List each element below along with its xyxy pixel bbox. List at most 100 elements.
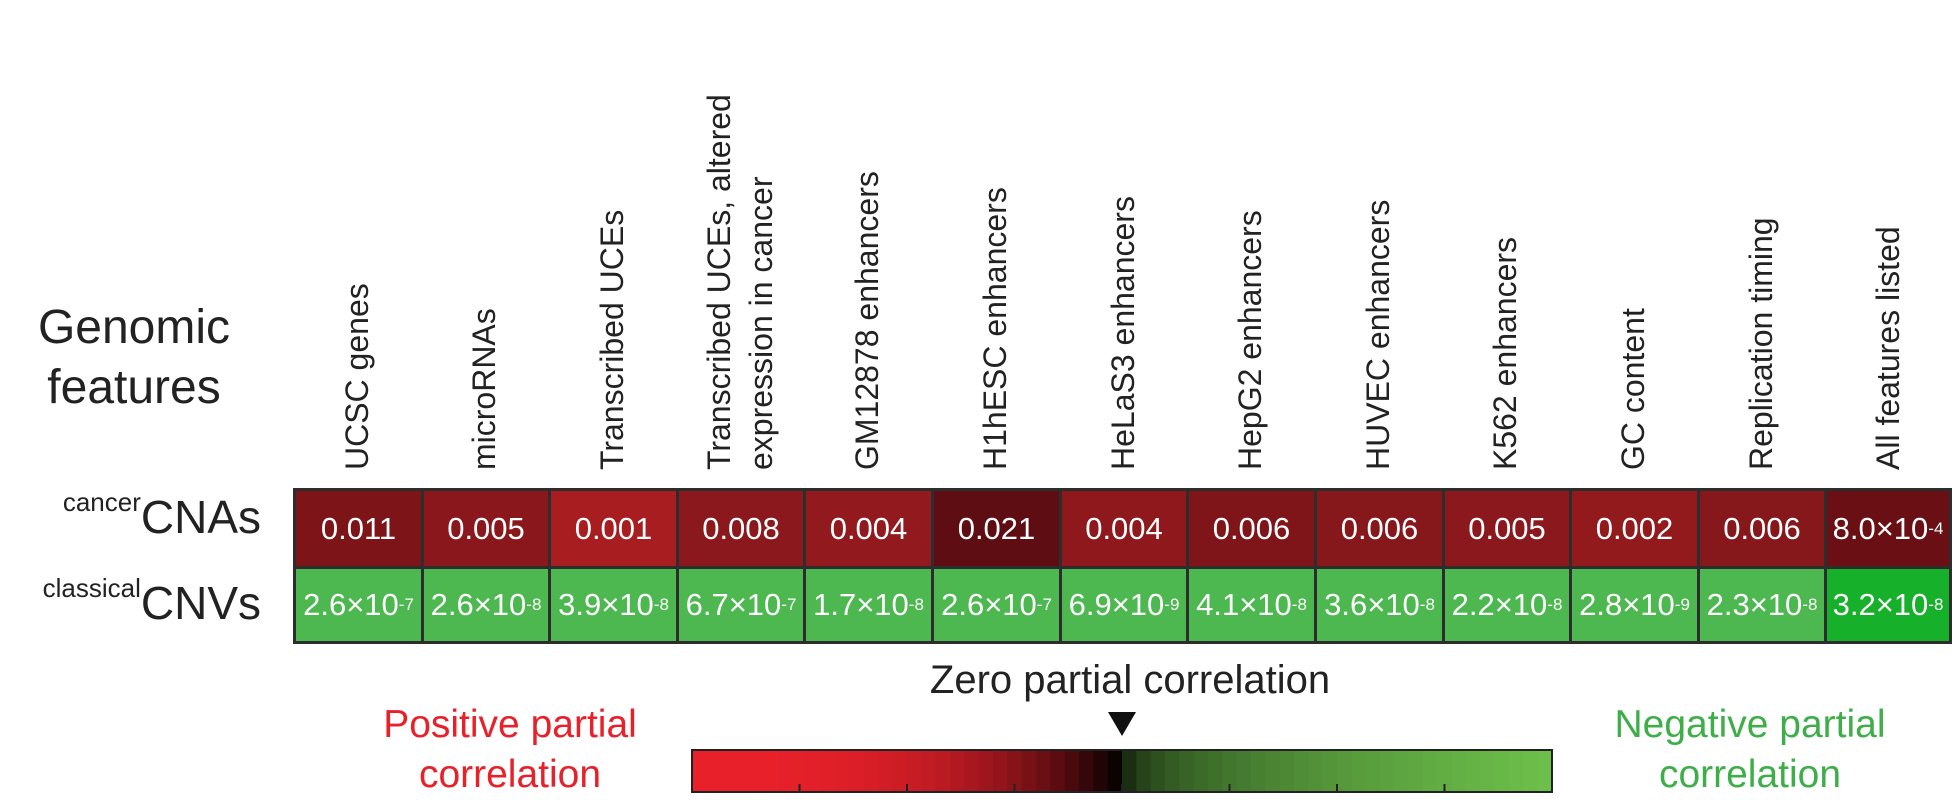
scale-strip (1021, 750, 1037, 792)
scale-strip (1308, 750, 1324, 792)
scale-strip (749, 750, 765, 792)
heatmap-cell: 2.6×10 -7 (296, 569, 421, 641)
scale-strip (978, 750, 994, 792)
scale-strip (1107, 750, 1123, 792)
row-label-main: CNVs (140, 577, 261, 629)
column-header-line: HUVEC enhancers (1359, 199, 1396, 470)
column-header: HeLaS3 enhancers (1102, 196, 1144, 470)
scale-strip (964, 750, 980, 792)
cell-value: 0.005 (1468, 510, 1546, 546)
column-header: UCSC genes (336, 283, 378, 470)
scale-strip (1537, 750, 1553, 792)
heatmap-cell: 0.005 (1445, 491, 1569, 566)
column-header-line: Replication timing (1742, 217, 1779, 470)
heatmap-cell: 0.006 (1317, 491, 1442, 566)
column-header: microRNAs (463, 308, 505, 470)
legend-negative-line-2: correlation (1658, 753, 1842, 796)
scale-strip (1480, 750, 1496, 792)
heatmap-cell: 0.001 (551, 491, 676, 566)
legend-positive-line-2: correlation (418, 753, 602, 796)
heatmap-cell: 3.6×10 -8 (1317, 569, 1442, 641)
cell-value: 6.9×10 (1068, 587, 1165, 622)
heatmap-cell: 2.6×10 -8 (424, 569, 548, 641)
scale-strip (1337, 750, 1352, 792)
cell-value: 3.9×10 (558, 587, 654, 622)
column-header-line: HeLaS3 enhancers (1104, 196, 1141, 470)
scale-strip (720, 750, 736, 792)
cell-value: 0.006 (1212, 510, 1291, 546)
row-label-superscript: classical (42, 573, 141, 603)
scale-strip (907, 750, 922, 792)
scale-strip (792, 750, 808, 792)
scale-strip (778, 750, 793, 792)
scale-strip (1423, 750, 1438, 792)
column-header: K562 enhancers (1484, 237, 1526, 470)
scale-strip (1222, 750, 1238, 792)
scale-strip (763, 750, 779, 792)
column-header: Transcribed UCEs (591, 210, 633, 470)
column-header-line: expression in cancer (742, 176, 779, 470)
scale-strip (1251, 750, 1266, 792)
scale-strip (1523, 750, 1539, 792)
cell-value: 2.2×10 (1451, 587, 1548, 622)
column-header: HepG2 enhancers (1229, 210, 1271, 470)
cell-value: 2.3×10 (1706, 587, 1803, 622)
heatmap-cell: 2.2×10 -8 (1445, 569, 1569, 641)
heatmap-cell: 3.9×10 -8 (551, 569, 676, 641)
cell-value: 4.1×10 (1196, 587, 1292, 622)
row-header-line-2: features (47, 361, 221, 414)
scale-strip (1509, 750, 1524, 792)
column-header-line: All features listed (1870, 226, 1907, 470)
scale-strip (1007, 750, 1023, 792)
legend-negative-label: Negative partial correlation (1550, 700, 1950, 800)
scale-strip (821, 750, 836, 792)
scale-strip (1279, 750, 1295, 792)
heatmap-cell: 0.004 (806, 491, 931, 566)
legend-color-scale (691, 749, 1553, 793)
scale-strip (993, 750, 1008, 792)
scale-strip (1408, 750, 1424, 792)
zero-marker-triangle (1108, 712, 1136, 736)
scale-strip (1351, 750, 1367, 792)
cell-value: 0.011 (320, 510, 397, 546)
scale-strip (1236, 750, 1252, 792)
scale-strip (1451, 750, 1467, 792)
legend-positive-label: Positive partial correlation (330, 700, 690, 800)
scale-strip (735, 750, 750, 792)
heatmap-cell: 0.005 (424, 491, 548, 566)
scale-strip (849, 750, 865, 792)
scale-strip (1064, 750, 1080, 792)
scale-strip (1165, 750, 1180, 792)
column-header-line: K562 enhancers (1487, 236, 1524, 470)
scale-strip (1093, 750, 1109, 792)
column-header-line: GC content (1614, 308, 1651, 470)
scale-strip (878, 750, 894, 792)
column-header-line: H1hESC enhancers (976, 187, 1013, 470)
heatmap-cell: 0.011 (296, 491, 421, 566)
scale-strip (1494, 750, 1510, 792)
heatmap-cell: 0.002 (1572, 491, 1697, 566)
scale-strip (1193, 750, 1209, 792)
cell-value: 2.6×10 (303, 587, 399, 622)
heatmap-cell: 0.006 (1700, 491, 1824, 566)
cell-value: 8.0×10 (1832, 510, 1929, 546)
heatmap-grid: 0.011 0.005 0.001 0.008 0.004 0.021 0.004 0.006… (293, 488, 1952, 644)
scale-strip (950, 750, 965, 792)
scale-strip (1294, 750, 1309, 792)
cell-value: 0.004 (1085, 510, 1163, 546)
heatmap-cell: 2.3×10 -8 (1700, 569, 1824, 641)
cell-value: 6.7×10 (685, 587, 782, 622)
cell-value: 0.002 (1595, 510, 1674, 546)
column-header-line: Transcribed UCEs, altered (700, 94, 737, 470)
cell-value: 0.004 (829, 510, 908, 546)
cell-value: 0.005 (447, 510, 525, 546)
cell-value: 0.008 (702, 510, 780, 546)
scale-strip (706, 750, 722, 792)
row-header-title: Genomic features (0, 298, 268, 418)
scale-strip (1179, 750, 1195, 792)
scale-strip (1150, 750, 1166, 792)
legend-zero-label: Zero partial correlation (929, 658, 1331, 702)
column-header: H1hESC enhancers (974, 187, 1016, 470)
scale-strip (1466, 750, 1481, 792)
column-header: HUVEC enhancers (1357, 200, 1399, 470)
